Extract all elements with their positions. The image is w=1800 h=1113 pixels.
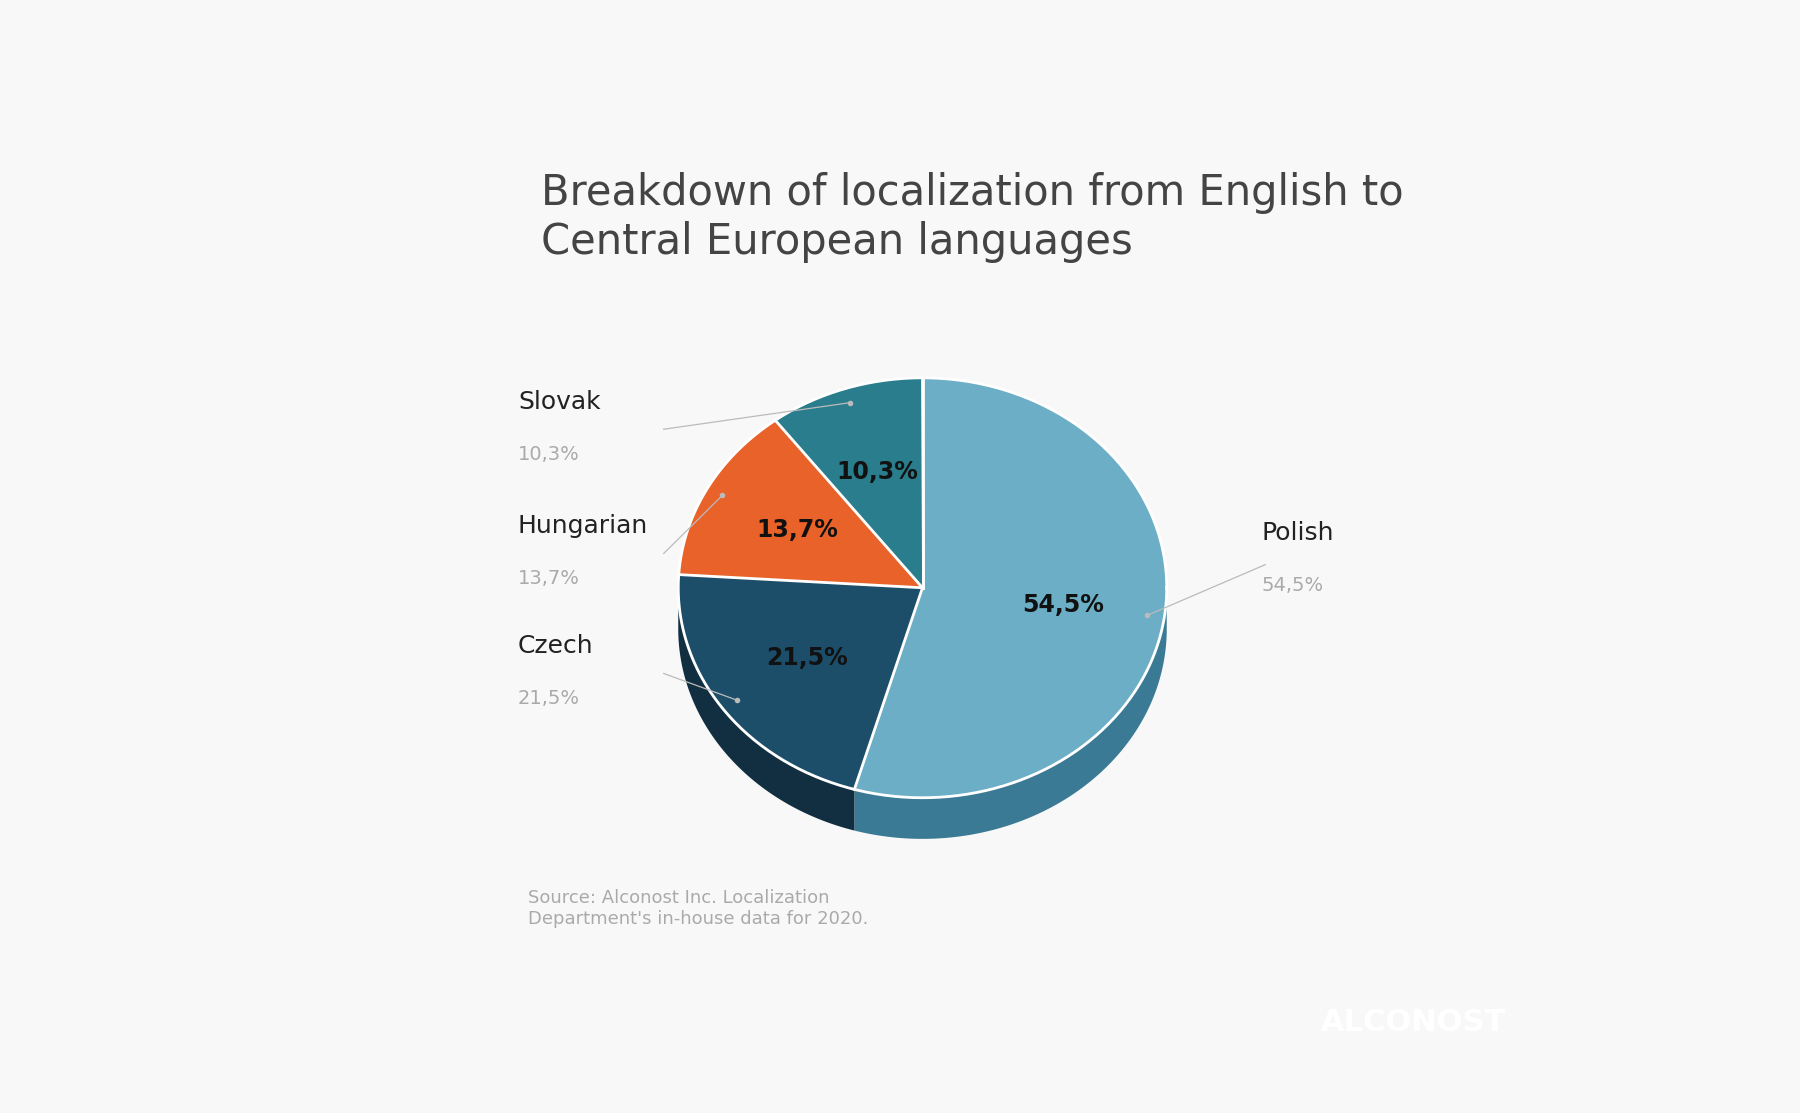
Text: 13,7%: 13,7% bbox=[756, 519, 839, 542]
Text: Breakdown of localization from English to
Central European languages: Breakdown of localization from English t… bbox=[542, 173, 1404, 263]
Text: 54,5%: 54,5% bbox=[1022, 593, 1103, 617]
Text: 21,5%: 21,5% bbox=[765, 646, 848, 670]
Polygon shape bbox=[776, 377, 922, 588]
Text: Polish: Polish bbox=[1262, 521, 1334, 545]
Text: 10,3%: 10,3% bbox=[518, 445, 580, 464]
Polygon shape bbox=[855, 377, 1166, 798]
Text: 13,7%: 13,7% bbox=[518, 569, 580, 588]
Text: Czech: Czech bbox=[518, 634, 594, 658]
Text: ALCONOST: ALCONOST bbox=[1321, 1008, 1505, 1037]
Text: 21,5%: 21,5% bbox=[518, 689, 580, 708]
Text: Hungarian: Hungarian bbox=[518, 514, 648, 538]
Text: Source: Alconost Inc. Localization
Department's in-house data for 2020.: Source: Alconost Inc. Localization Depar… bbox=[527, 889, 869, 928]
Polygon shape bbox=[679, 421, 922, 588]
Text: 10,3%: 10,3% bbox=[837, 461, 918, 484]
Polygon shape bbox=[679, 574, 922, 789]
Text: Slovak: Slovak bbox=[518, 390, 601, 414]
Polygon shape bbox=[855, 590, 1166, 839]
Polygon shape bbox=[679, 589, 855, 830]
Text: 54,5%: 54,5% bbox=[1262, 575, 1323, 594]
